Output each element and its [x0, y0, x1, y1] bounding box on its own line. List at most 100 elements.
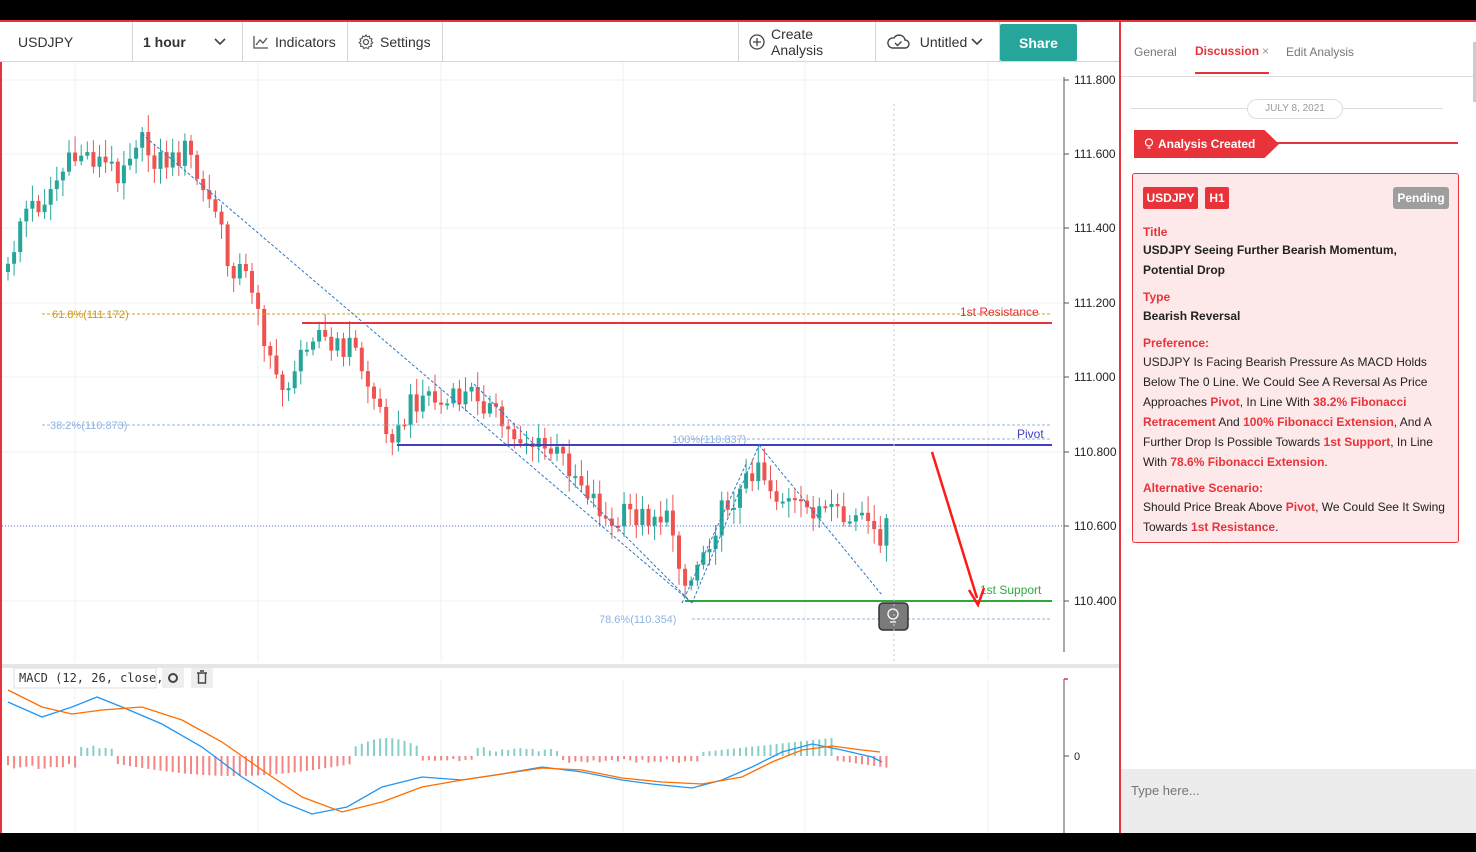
candle-body — [677, 535, 681, 569]
tab-general[interactable]: General — [1134, 45, 1177, 59]
candle-body — [189, 140, 193, 155]
trend-line-up — [691, 444, 760, 604]
candle-body — [24, 208, 29, 222]
text-segment: . — [1324, 455, 1328, 469]
interval-label: 1 hour — [143, 34, 186, 50]
macd-bar — [190, 756, 192, 775]
candle-body — [36, 200, 41, 213]
candle-body — [335, 338, 340, 351]
price-axis: 111.800 111.600 111.400 111.200 111.000 110.8… — [1064, 73, 1117, 608]
price-tick-label: 111.600 — [1074, 147, 1116, 161]
candle-body — [555, 446, 559, 454]
tab-discussion[interactable]: Discussion — [1195, 44, 1260, 58]
candle-body — [451, 388, 456, 404]
macd-bar — [110, 748, 113, 756]
indicators-button[interactable]: Indicators — [243, 22, 348, 62]
macd-bar — [629, 756, 632, 761]
trend-line-lower — [473, 383, 693, 604]
candle-body — [85, 152, 90, 156]
macd-bar — [208, 756, 211, 776]
candle-body — [670, 510, 675, 536]
macd-bar — [684, 756, 687, 762]
panel-scrollbar[interactable] — [1473, 42, 1476, 102]
macd-bar — [354, 746, 357, 756]
candle-body — [506, 426, 511, 430]
macd-bar — [800, 741, 802, 756]
analysis-created-banner: Analysis Created — [1134, 130, 1279, 158]
macd-bar — [702, 751, 705, 756]
candle-body — [225, 224, 230, 267]
macd-bar — [745, 747, 748, 756]
macd-histogram — [7, 738, 888, 776]
candle-body — [158, 152, 163, 169]
candle-body — [695, 564, 700, 581]
candle-body — [701, 552, 706, 565]
text-segment: , We Could See It Swing Towards — [1143, 500, 1445, 534]
macd-bar — [861, 756, 863, 765]
macd-bar — [257, 756, 260, 776]
candle-body — [664, 510, 669, 523]
interval-selector[interactable]: 1 hour — [133, 22, 243, 62]
candle-body — [481, 401, 486, 414]
title-label: Title — [1143, 225, 1168, 239]
macd-settings-button[interactable] — [162, 668, 184, 688]
highlight-term: 78.6% Fibonacci Extension — [1170, 455, 1325, 469]
macd-bar — [7, 756, 9, 766]
macd-bar — [458, 756, 461, 762]
chart-area[interactable]: 61.8%(111.172) 38.2%(110.873) 100%(110.8… — [0, 62, 1119, 833]
candle-body — [542, 437, 547, 449]
candle-body — [390, 434, 395, 443]
candle-body — [591, 493, 596, 499]
candle-body — [750, 473, 755, 482]
settings-label: Settings — [380, 34, 431, 50]
symbol-label: USDJPY — [18, 34, 74, 50]
candle-body — [457, 388, 462, 405]
candle-body — [311, 341, 315, 350]
candle-body — [365, 371, 370, 387]
create-analysis-button[interactable]: Create Analysis — [738, 22, 876, 62]
candle-body — [719, 500, 724, 536]
candle-body — [317, 330, 322, 342]
candle-body — [518, 439, 523, 444]
macd-bar — [867, 756, 870, 766]
price-chart[interactable]: 61.8%(111.172) 38.2%(110.873) 100%(110.8… — [2, 62, 1119, 833]
candle-body — [567, 453, 572, 477]
candle-body — [18, 221, 23, 253]
macd-bar — [732, 748, 735, 756]
price-tick-label: 110.800 — [1074, 445, 1117, 459]
chart-toolbar: USDJPY 1 hour Indicators Settings Create… — [0, 20, 1119, 62]
macd-bar — [183, 756, 186, 774]
tab-close-icon[interactable]: × — [1262, 44, 1270, 58]
candle-body — [634, 509, 639, 526]
macd-bar — [214, 756, 217, 776]
candle-body — [256, 292, 261, 309]
candle-body — [109, 161, 114, 164]
candle-body — [280, 374, 285, 391]
window-frame-bottom — [0, 833, 1476, 852]
candle-body — [786, 498, 791, 502]
share-button[interactable]: Share — [1000, 24, 1077, 61]
price-tick-label: 111.800 — [1074, 73, 1116, 87]
candle-body — [756, 462, 761, 482]
layout-selector[interactable]: Untitled — [876, 22, 1000, 62]
macd-bar — [525, 748, 528, 756]
candle-body — [323, 330, 328, 337]
chat-input[interactable] — [1131, 779, 1461, 801]
macd-bar — [287, 756, 290, 773]
settings-button[interactable]: Settings — [348, 22, 443, 62]
macd-bar — [568, 756, 571, 763]
macd-bar — [714, 750, 717, 756]
macd-bar — [171, 756, 174, 773]
symbol-selector[interactable]: USDJPY — [2, 22, 133, 62]
macd-bar — [519, 748, 522, 756]
macd-bar — [440, 756, 443, 761]
tab-edit-analysis[interactable]: Edit Analysis — [1286, 45, 1355, 59]
candle-body — [121, 165, 126, 184]
candle-body — [884, 518, 889, 546]
macd-delete-button[interactable] — [191, 668, 213, 688]
macd-bar — [513, 748, 516, 756]
macd-bar — [507, 750, 510, 756]
candle-body — [768, 480, 773, 492]
macd-bar — [653, 756, 656, 762]
candle-body — [115, 161, 120, 184]
